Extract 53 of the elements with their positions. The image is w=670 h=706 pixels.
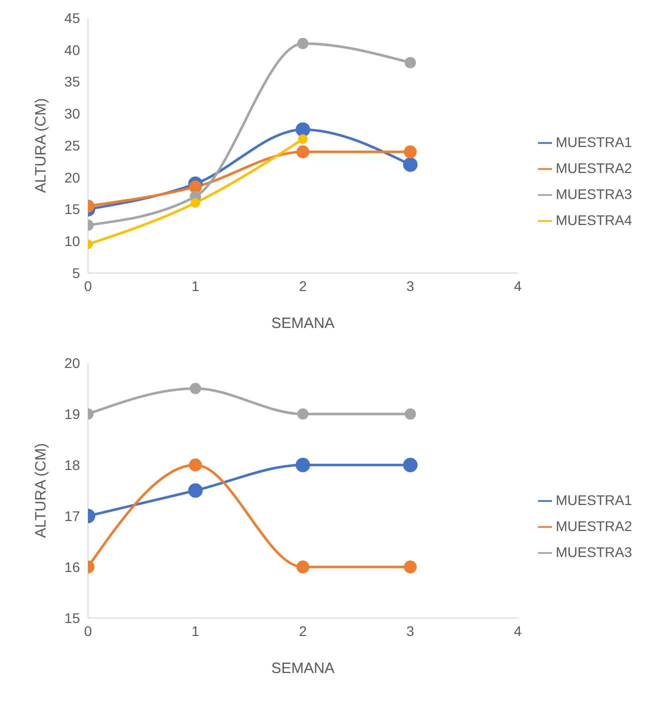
legend-label: MUESTRA1 <box>556 492 632 508</box>
x-tick-label: 4 <box>514 622 522 639</box>
x-tick-label: 2 <box>298 622 307 639</box>
y-tick-label: 20 <box>64 354 80 371</box>
point <box>188 180 202 194</box>
y-tick-label: 30 <box>64 106 80 122</box>
y-tick-label: 17 <box>64 508 80 524</box>
x-axis-title: SEMANA <box>271 660 335 677</box>
x-tick-label: 4 <box>514 278 522 294</box>
y-tick-label: 40 <box>64 42 80 58</box>
y-tick-label: 15 <box>64 610 80 626</box>
point <box>296 560 310 574</box>
y-tick-label: 5 <box>72 264 80 281</box>
point <box>190 382 202 394</box>
x-tick-label: 1 <box>192 278 200 294</box>
point <box>188 483 203 498</box>
point <box>298 134 308 144</box>
x-tick-label: 0 <box>84 278 92 294</box>
y-tick-label: 18 <box>64 456 80 473</box>
legend-label: MUESTRA2 <box>556 160 632 176</box>
point <box>404 408 416 420</box>
y-tick-label: 35 <box>64 74 80 90</box>
point <box>296 458 310 472</box>
point <box>297 408 309 420</box>
legend-label: MUESTRA2 <box>556 518 632 534</box>
y-tick-label: 20 <box>64 169 80 186</box>
point <box>404 56 416 68</box>
y-tick-label: 25 <box>64 137 80 154</box>
y-tick-label: 45 <box>64 10 80 26</box>
y-tick-label: 10 <box>64 233 80 250</box>
point <box>297 38 309 50</box>
y-tick-label: 15 <box>64 201 80 218</box>
point <box>403 157 418 172</box>
point <box>190 198 200 208</box>
point <box>404 145 417 158</box>
x-tick-label: 1 <box>192 622 200 639</box>
y-axis-title: ALTURA (CM) <box>32 98 50 193</box>
point <box>296 145 310 158</box>
x-tick-label: 2 <box>298 278 307 294</box>
x-axis-title: SEMANA <box>271 315 335 332</box>
point <box>403 458 418 472</box>
legend-label: MUESTRA3 <box>556 186 632 202</box>
y-tick-label: 19 <box>64 406 80 422</box>
x-tick-label: 3 <box>406 278 414 294</box>
y-tick-label: 16 <box>64 558 80 575</box>
x-tick-label: 3 <box>406 622 414 639</box>
x-tick-label: 0 <box>84 622 92 639</box>
legend-label: MUESTRA1 <box>556 134 632 150</box>
y-axis-title: ALTURA (CM) <box>32 443 50 538</box>
point <box>296 122 310 137</box>
point <box>404 560 417 574</box>
legend-label: MUESTRA3 <box>556 544 632 560</box>
legend-label: MUESTRA4 <box>556 212 632 228</box>
